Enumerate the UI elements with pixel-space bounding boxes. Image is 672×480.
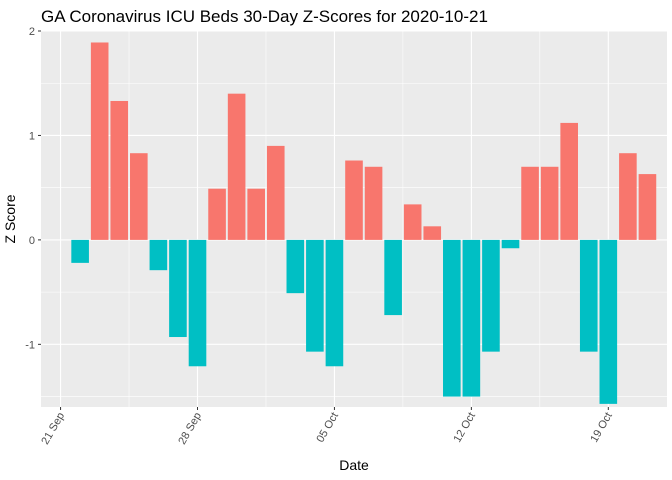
x-tick-label: 19 Oct: [588, 411, 615, 445]
bar: [306, 239, 324, 352]
x-tick-label: 21 Sep: [39, 411, 67, 447]
chart-title: GA Coronavirus ICU Beds 30-Day Z-Scores …: [41, 7, 488, 26]
bar: [149, 239, 168, 271]
bar: [110, 100, 129, 240]
bar: [227, 93, 246, 240]
bar: [540, 166, 559, 240]
y-axis-title: Z Score: [2, 194, 18, 243]
x-tick-label: 28 Sep: [176, 411, 204, 447]
y-tick-label: -1: [25, 339, 35, 351]
bar: [71, 239, 89, 263]
bar: [482, 239, 500, 352]
y-axis: -1 0 1 2: [25, 26, 41, 351]
bar: [325, 239, 344, 367]
bar: [501, 239, 520, 249]
bar: [266, 145, 285, 240]
bar: [208, 188, 226, 240]
x-axis: 21 Sep 28 Sep 05 Oct 12 Oct 19 Oct: [39, 407, 615, 447]
bar: [579, 239, 598, 352]
bar: [188, 239, 207, 367]
x-tick-label: 12 Oct: [451, 411, 478, 445]
bars: [71, 42, 657, 404]
bar: [247, 188, 265, 240]
bar: [345, 160, 363, 240]
bar: [443, 239, 461, 397]
bar: [90, 42, 109, 240]
bar: [169, 239, 187, 338]
bar: [403, 204, 422, 240]
bar: [462, 239, 481, 397]
y-tick-label: 1: [29, 130, 35, 142]
bar: [130, 153, 148, 240]
bar: [384, 239, 402, 316]
bar: [423, 226, 442, 240]
x-tick-label: 05 Oct: [314, 411, 341, 445]
bar: [286, 239, 305, 294]
bar: [638, 174, 657, 240]
bar: [599, 239, 618, 404]
y-tick-label: 2: [29, 26, 35, 38]
y-tick-label: 0: [29, 235, 35, 247]
bar: [521, 166, 539, 240]
bar: [364, 166, 383, 240]
x-axis-title: Date: [339, 457, 369, 473]
bar: [560, 122, 578, 240]
bar: [619, 153, 637, 240]
